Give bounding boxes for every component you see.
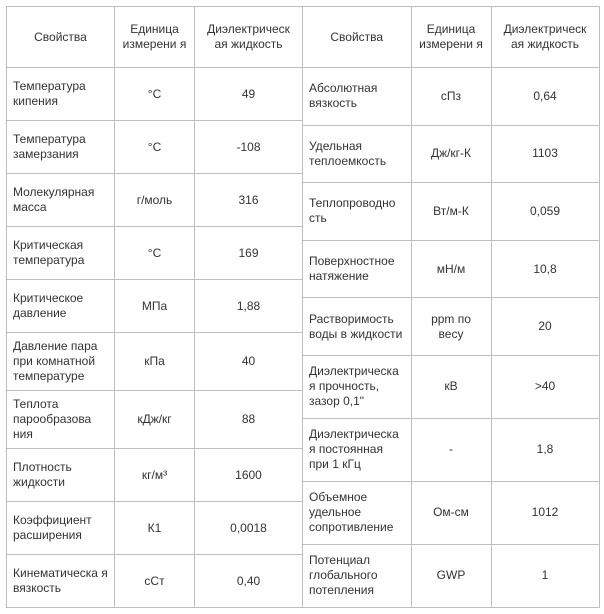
table-row: Теплопроводно стьВт/м-К0,059 [303, 183, 599, 241]
value-cell: 0,40 [195, 555, 303, 608]
value-cell: 88 [195, 391, 303, 449]
property-cell: Температура кипения [7, 68, 115, 121]
table-row: Температура кипения°C49 [7, 68, 303, 121]
table-row: Температура замерзания°C-108 [7, 121, 303, 174]
header-unit: Единица измерени я [115, 7, 195, 68]
value-cell: 169 [195, 227, 303, 280]
property-cell: Давление пара при комнатной температуре [7, 333, 115, 391]
table-row: Молекулярная массаг/моль316 [7, 174, 303, 227]
header-property: Свойства [303, 7, 411, 68]
value-cell: 1,8 [491, 418, 599, 481]
unit-cell: Вт/м-К [411, 183, 491, 241]
value-cell: 10,8 [491, 240, 599, 298]
unit-cell: К1 [115, 502, 195, 555]
table-row: Потенциал глобального потепленияGWP1 [303, 544, 599, 607]
value-cell: 1600 [195, 449, 303, 502]
unit-cell: кВ [411, 355, 491, 418]
property-cell: Диэлектрическа я прочность, зазор 0,1" [303, 355, 411, 418]
property-cell: Кинематическа я вязкость [7, 555, 115, 608]
property-cell: Диэлектрическа я постоянная при 1 кГц [303, 418, 411, 481]
value-cell: 40 [195, 333, 303, 391]
value-cell: 1,88 [195, 280, 303, 333]
value-cell: 0,0018 [195, 502, 303, 555]
property-cell: Коэффициент расширения [7, 502, 115, 555]
table-row: Абсолютная вязкостьсПз0,64 [303, 68, 599, 126]
property-cell: Поверхностное натяжение [303, 240, 411, 298]
property-cell: Критическая температура [7, 227, 115, 280]
value-cell: 1 [491, 544, 599, 607]
unit-cell: Ом-см [411, 481, 491, 544]
unit-cell: кПа [115, 333, 195, 391]
value-cell: 20 [491, 298, 599, 356]
property-cell: Потенциал глобального потепления [303, 544, 411, 607]
properties-table-left: Свойства Единица измерени я Диэлектричес… [6, 6, 303, 608]
header-value: Диэлектрическ ая жидкость [491, 7, 599, 68]
unit-cell: ppm по весу [411, 298, 491, 356]
unit-cell: г/моль [115, 174, 195, 227]
property-cell: Температура замерзания [7, 121, 115, 174]
value-cell: 1103 [491, 125, 599, 183]
unit-cell: °C [115, 227, 195, 280]
property-cell: Плотность жидкости [7, 449, 115, 502]
table-row: Коэффициент расширенияК10,0018 [7, 502, 303, 555]
table-row: Критическое давлениеМПа1,88 [7, 280, 303, 333]
property-cell: Молекулярная масса [7, 174, 115, 227]
property-cell: Растворимость воды в жидкости [303, 298, 411, 356]
property-cell: Объемное удельное сопротивление [303, 481, 411, 544]
properties-table-wrapper: Свойства Единица измерени я Диэлектричес… [6, 6, 598, 608]
table-row: Теплота парообразова ниякДж/кг88 [7, 391, 303, 449]
value-cell: 49 [195, 68, 303, 121]
header-row: Свойства Единица измерени я Диэлектричес… [7, 7, 303, 68]
value-cell: -108 [195, 121, 303, 174]
table-row: Растворимость воды в жидкостиppm по весу… [303, 298, 599, 356]
table-row: Поверхностное натяжениемН/м10,8 [303, 240, 599, 298]
property-cell: Абсолютная вязкость [303, 68, 411, 126]
unit-cell: кг/м³ [115, 449, 195, 502]
table-row: Кинематическа я вязкостьсСт0,40 [7, 555, 303, 608]
header-value: Диэлектрическ ая жидкость [195, 7, 303, 68]
property-cell: Теплопроводно сть [303, 183, 411, 241]
properties-table-right: Свойства Единица измерени я Диэлектричес… [303, 6, 600, 608]
property-cell: Критическое давление [7, 280, 115, 333]
table-row: Диэлектрическа я постоянная при 1 кГц-1,… [303, 418, 599, 481]
value-cell: 316 [195, 174, 303, 227]
value-cell: 1012 [491, 481, 599, 544]
unit-cell: мН/м [411, 240, 491, 298]
header-row: Свойства Единица измерени я Диэлектричес… [303, 7, 599, 68]
table-row: Критическая температура°C169 [7, 227, 303, 280]
unit-cell: °C [115, 121, 195, 174]
table-row: Диэлектрическа я прочность, зазор 0,1"кВ… [303, 355, 599, 418]
table-row: Объемное удельное сопротивлениеОм-см1012 [303, 481, 599, 544]
unit-cell: кДж/кг [115, 391, 195, 449]
unit-cell: - [411, 418, 491, 481]
unit-cell: сПз [411, 68, 491, 126]
unit-cell: Дж/кг-К [411, 125, 491, 183]
value-cell: >40 [491, 355, 599, 418]
property-cell: Теплота парообразова ния [7, 391, 115, 449]
table-row: Удельная теплоемкостьДж/кг-К1103 [303, 125, 599, 183]
table-row: Плотность жидкостикг/м³1600 [7, 449, 303, 502]
value-cell: 0,64 [491, 68, 599, 126]
unit-cell: °C [115, 68, 195, 121]
unit-cell: МПа [115, 280, 195, 333]
header-unit: Единица измерени я [411, 7, 491, 68]
value-cell: 0,059 [491, 183, 599, 241]
table-row: Давление пара при комнатной температурек… [7, 333, 303, 391]
unit-cell: сСт [115, 555, 195, 608]
unit-cell: GWP [411, 544, 491, 607]
property-cell: Удельная теплоемкость [303, 125, 411, 183]
header-property: Свойства [7, 7, 115, 68]
